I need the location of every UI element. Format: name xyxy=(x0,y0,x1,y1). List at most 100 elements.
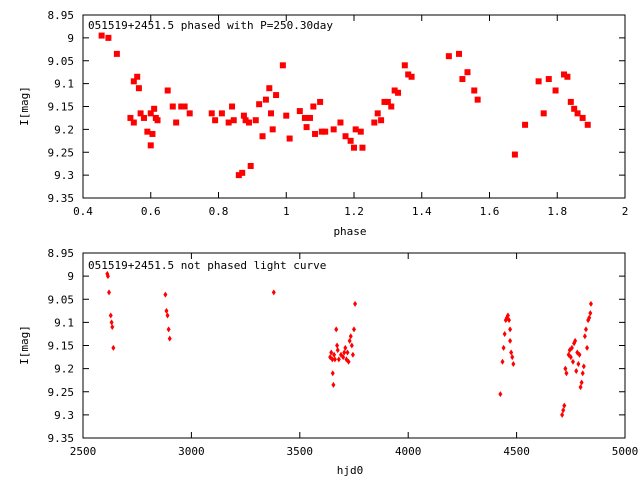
data-point xyxy=(561,407,566,414)
data-point xyxy=(330,370,335,377)
phased-y-tick-label: 9 xyxy=(67,32,74,45)
unphased-y-axis-label: I[mag] xyxy=(18,325,31,365)
phased-y-tick-label: 9.05 xyxy=(48,55,75,68)
data-point xyxy=(229,103,236,110)
data-point xyxy=(151,105,158,112)
data-point xyxy=(582,333,587,340)
data-point xyxy=(332,356,337,363)
data-point xyxy=(286,135,293,142)
data-point xyxy=(570,358,575,365)
data-point xyxy=(585,344,590,351)
data-point xyxy=(337,119,344,126)
unphased-y-tick-label: 9.3 xyxy=(54,409,74,422)
phased-y-tick-label: 9.15 xyxy=(48,101,75,114)
data-point xyxy=(181,103,188,110)
data-point xyxy=(545,76,552,83)
data-point xyxy=(568,354,573,361)
phased-x-tick-label: 1.4 xyxy=(412,205,432,218)
phased-x-axis-label: phase xyxy=(333,225,366,238)
data-point xyxy=(135,85,142,92)
data-point xyxy=(351,144,357,151)
data-point xyxy=(561,71,568,78)
data-point xyxy=(317,98,324,105)
data-point xyxy=(259,133,266,140)
data-point xyxy=(511,361,516,367)
data-point xyxy=(240,112,247,119)
data-point xyxy=(341,354,346,361)
unphased-y-tick-label: 9.05 xyxy=(48,293,75,306)
data-point xyxy=(335,347,340,354)
data-point xyxy=(242,117,249,124)
data-point xyxy=(262,96,269,103)
data-point xyxy=(147,110,154,117)
data-point xyxy=(110,324,115,330)
data-point xyxy=(510,354,515,361)
phased-y-tick-label: 8.95 xyxy=(48,9,75,22)
data-point xyxy=(130,78,137,85)
data-point xyxy=(167,335,172,342)
data-point xyxy=(560,411,565,418)
data-point xyxy=(371,119,378,126)
data-point xyxy=(391,87,398,94)
data-point xyxy=(105,273,110,280)
data-point xyxy=(579,379,584,386)
unphased-data-points xyxy=(105,270,593,418)
phased-x-tick-label: 0.4 xyxy=(73,205,93,218)
data-point xyxy=(574,367,579,374)
data-point xyxy=(113,50,120,57)
data-point xyxy=(318,128,325,135)
data-point xyxy=(312,130,319,137)
data-point xyxy=(552,87,559,94)
unphased-y-tick-label: 8.95 xyxy=(48,247,75,260)
data-point xyxy=(502,330,507,337)
data-point xyxy=(322,128,329,135)
data-point xyxy=(464,69,471,76)
data-point xyxy=(583,326,588,333)
data-point xyxy=(342,349,347,356)
data-point xyxy=(567,98,574,105)
unphased-y-tick-label: 9.1 xyxy=(54,316,74,329)
data-point xyxy=(353,300,358,307)
data-point xyxy=(273,92,280,99)
data-point xyxy=(164,307,169,314)
data-point xyxy=(501,344,506,351)
unphased-light-curve-panel: 2500 3000 3500 4000 4500 5000 8.95 9 9.05 9.1 9.15… xyxy=(18,247,638,477)
data-point xyxy=(563,365,568,372)
phased-axis-ticks: 0.4 0.6 0.8 1 1.2 1.4 1.6 1.8 2 8.95 9 9.05 9.1 9.15 9… xyxy=(48,9,629,218)
phased-y-tick-label: 9.1 xyxy=(54,78,74,91)
data-point xyxy=(144,128,151,135)
unphased-x-tick-label: 4500 xyxy=(503,445,530,458)
data-point xyxy=(140,114,147,121)
unphased-x-axis-label: hjd0 xyxy=(337,464,364,477)
data-point xyxy=(378,117,385,124)
data-point xyxy=(569,344,574,351)
data-point xyxy=(580,370,585,377)
unphased-x-tick-label: 2500 xyxy=(70,445,97,458)
data-point xyxy=(178,103,185,110)
data-point xyxy=(245,119,252,126)
data-point xyxy=(509,349,514,356)
unphased-x-tick-label: 3000 xyxy=(178,445,205,458)
unphased-axis-ticks: 2500 3000 3500 4000 4500 5000 8.95 9 9.05 9.1 9.15… xyxy=(48,247,639,458)
data-point xyxy=(334,326,339,333)
phased-x-tick-label: 1.6 xyxy=(480,205,500,218)
data-point xyxy=(346,358,351,365)
data-point xyxy=(269,126,276,133)
data-point xyxy=(173,119,180,126)
data-point xyxy=(111,344,116,351)
data-point xyxy=(381,98,388,105)
data-point xyxy=(247,162,254,169)
unphased-y-tick-label: 9.15 xyxy=(48,340,75,353)
data-point xyxy=(107,289,112,296)
data-point xyxy=(498,391,503,398)
data-point xyxy=(587,314,592,321)
unphased-y-tick-label: 9.35 xyxy=(48,432,75,445)
data-point xyxy=(166,326,171,333)
data-point xyxy=(130,119,137,126)
unphased-x-tick-label: 5000 xyxy=(612,445,639,458)
data-point xyxy=(343,344,348,351)
data-point xyxy=(505,312,510,319)
data-point xyxy=(408,73,415,80)
data-point xyxy=(352,326,356,333)
